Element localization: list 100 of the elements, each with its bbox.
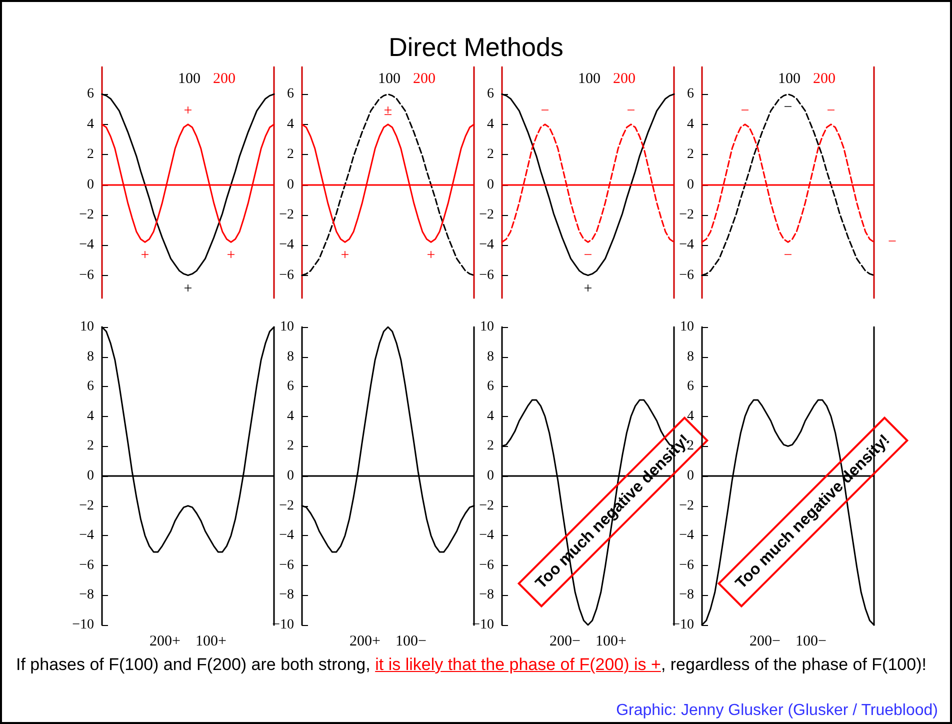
y-tick-label: 4 bbox=[87, 116, 94, 132]
y-tick-label: −8 bbox=[279, 588, 294, 603]
y-tick-label: −4 bbox=[79, 528, 94, 544]
data-label: + bbox=[226, 248, 236, 264]
text: 200 bbox=[813, 71, 836, 87]
data-label: + bbox=[184, 102, 192, 119]
y-tick-label: −2 bbox=[79, 207, 94, 222]
y-tick-label: 4 bbox=[487, 408, 494, 424]
y-tick-label: 6 bbox=[87, 86, 94, 102]
y-tick-label: 0 bbox=[487, 177, 494, 192]
y-tick-label: 0 bbox=[487, 468, 494, 484]
x-axis-title: 200+ 100+ bbox=[150, 634, 226, 650]
y-tick-label: −6 bbox=[479, 558, 494, 573]
y-tick-label: 2 bbox=[687, 147, 694, 162]
text: , regardless of the phase of F(100)! bbox=[660, 655, 926, 674]
y-tick-label: −4 bbox=[279, 528, 294, 544]
y-tick-label: 6 bbox=[287, 379, 294, 394]
y-tick-label: −4 bbox=[279, 238, 294, 253]
y-tick-label: −6 bbox=[279, 268, 294, 283]
y-tick-label: 10 bbox=[480, 320, 494, 334]
y-tick-label: −4 bbox=[679, 528, 694, 544]
text: 100 bbox=[578, 71, 600, 87]
y-tick-label: 6 bbox=[487, 86, 494, 102]
y-tick-label: 2 bbox=[87, 147, 94, 162]
y-tick-label: −2 bbox=[679, 498, 694, 514]
y-tick-label: 0 bbox=[687, 177, 694, 192]
y-tick-label: 0 bbox=[87, 177, 94, 192]
series-label: 100 bbox=[778, 71, 800, 87]
y-tick-label: 2 bbox=[687, 438, 694, 454]
y-tick-label: 4 bbox=[287, 116, 294, 132]
text: 200 bbox=[213, 71, 236, 87]
y-tick-label: 10 bbox=[680, 320, 694, 334]
y-tick-label: 4 bbox=[87, 408, 94, 424]
y-tick-label: 0 bbox=[87, 468, 94, 484]
y-tick-label: −6 bbox=[679, 558, 694, 573]
y-tick-label: −10 bbox=[72, 618, 94, 632]
y-tick-label: −6 bbox=[279, 558, 294, 573]
data-label: − bbox=[740, 102, 750, 119]
data-label: − bbox=[888, 234, 896, 250]
text: 200 bbox=[613, 71, 636, 87]
y-tick-label: −4 bbox=[479, 238, 494, 253]
y-tick-label: −6 bbox=[79, 268, 94, 283]
data-label: − bbox=[540, 102, 550, 119]
y-tick-label: 2 bbox=[487, 438, 494, 454]
y-tick-label: 6 bbox=[687, 379, 694, 394]
data-label: − bbox=[826, 102, 836, 119]
y-tick-label: −4 bbox=[79, 238, 94, 253]
y-tick-label: 0 bbox=[287, 177, 294, 192]
x-axis-title: 200+ 100− bbox=[350, 634, 426, 650]
y-tick-label: 10 bbox=[280, 320, 294, 334]
y-tick-label: 2 bbox=[87, 438, 94, 454]
y-tick-label: −10 bbox=[672, 618, 694, 632]
data-label: + bbox=[184, 280, 192, 297]
text: it is likely that the phase of F(200) is + bbox=[375, 655, 661, 674]
data-label: + bbox=[584, 280, 592, 297]
y-tick-label: −8 bbox=[79, 588, 94, 603]
text: If phases of F(100) and F(200) are both strong, bbox=[16, 655, 372, 674]
y-tick-label: −8 bbox=[679, 588, 694, 603]
y-tick-label: −6 bbox=[479, 268, 494, 283]
y-tick-label: 4 bbox=[687, 116, 694, 132]
y-tick-label: 6 bbox=[687, 86, 694, 102]
data-label: − bbox=[784, 100, 792, 116]
y-tick-label: −2 bbox=[79, 498, 94, 514]
data-label: − bbox=[584, 248, 592, 264]
y-tick-label: −2 bbox=[679, 207, 694, 222]
y-tick-label: 6 bbox=[87, 379, 94, 394]
data-label: + bbox=[140, 248, 150, 264]
y-tick-label: 8 bbox=[87, 349, 94, 364]
y-tick-label: −4 bbox=[679, 238, 694, 253]
y-tick-label: −6 bbox=[79, 558, 94, 573]
y-tick-label: 4 bbox=[287, 408, 294, 424]
y-tick-label: 0 bbox=[287, 468, 294, 484]
y-tick-label: 4 bbox=[687, 408, 694, 424]
y-tick-label: 2 bbox=[287, 438, 294, 454]
y-tick-label: 0 bbox=[687, 468, 694, 484]
y-tick-label: −4 bbox=[479, 528, 494, 544]
y-tick-label: −10 bbox=[472, 618, 494, 632]
series-label: 100 bbox=[378, 71, 400, 87]
text: 200 bbox=[413, 71, 436, 87]
data-label: − bbox=[626, 102, 636, 119]
y-tick-label: 8 bbox=[487, 349, 494, 364]
y-tick-label: −8 bbox=[479, 588, 494, 603]
y-tick-label: 6 bbox=[287, 86, 294, 102]
y-tick-label: 6 bbox=[487, 379, 494, 394]
data-label: + bbox=[426, 248, 436, 264]
x-axis-title: 200− 100+ bbox=[550, 634, 626, 650]
data-label: + bbox=[340, 248, 350, 264]
text: Direct Methods bbox=[388, 32, 564, 63]
text: Graphic: Jenny Glusker (Glusker / Trueblood) bbox=[616, 702, 938, 720]
y-tick-label: 10 bbox=[80, 320, 94, 334]
y-tick-label: 4 bbox=[487, 116, 494, 132]
data-label: − bbox=[784, 248, 792, 264]
y-tick-label: −2 bbox=[479, 498, 494, 514]
y-tick-label: 8 bbox=[287, 349, 294, 364]
y-tick-label: −2 bbox=[279, 207, 294, 222]
y-tick-label: −2 bbox=[279, 498, 294, 514]
data-label: ± bbox=[384, 102, 392, 119]
y-tick-label: −2 bbox=[479, 207, 494, 222]
text: 100 bbox=[178, 71, 200, 87]
y-tick-label: −10 bbox=[272, 618, 294, 632]
